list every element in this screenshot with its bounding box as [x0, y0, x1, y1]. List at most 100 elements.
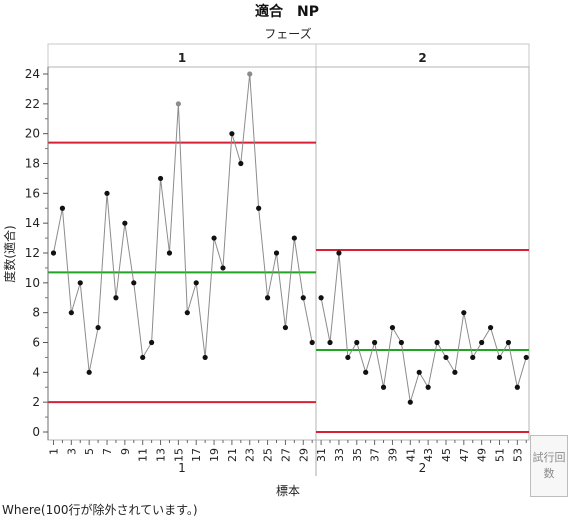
x-tick-label-31: 31 — [315, 448, 328, 462]
phase-axis-label-1: 1 — [178, 461, 186, 475]
x-tick-label-21: 21 — [226, 448, 239, 462]
x-tick-label-13: 13 — [155, 448, 168, 462]
data-point-2 — [59, 205, 66, 211]
data-point-36 — [363, 369, 369, 375]
data-point-54 — [523, 354, 529, 361]
y-tick-label-24: 24 — [25, 67, 40, 81]
x-tick-label-15: 15 — [172, 448, 185, 462]
y-tick-label-18: 18 — [25, 157, 40, 171]
data-point-22 — [238, 160, 244, 167]
data-point-37 — [372, 339, 378, 346]
x-tick-label-27: 27 — [279, 448, 292, 462]
x-tick-label-19: 19 — [208, 448, 221, 462]
data-point-45 — [443, 354, 449, 361]
data-point-16 — [184, 310, 190, 316]
data-point-29 — [300, 295, 306, 301]
y-tick-label-14: 14 — [25, 216, 40, 230]
data-point-6 — [95, 324, 101, 331]
x-tick-label-51: 51 — [494, 448, 507, 462]
data-point-43 — [425, 384, 431, 390]
data-point-41 — [407, 399, 413, 405]
data-point-20 — [220, 265, 226, 271]
x-tick-label-47: 47 — [458, 448, 471, 462]
x-tick-label-37: 37 — [369, 448, 382, 462]
data-point-44 — [434, 339, 440, 346]
data-point-13 — [157, 175, 164, 182]
x-tick-label-49: 49 — [476, 448, 489, 462]
x-tick-label-23: 23 — [244, 448, 257, 462]
data-point-40 — [398, 339, 404, 346]
data-point-14 — [166, 250, 173, 256]
phase-axis-label-2: 2 — [419, 461, 427, 475]
data-point-8 — [113, 295, 119, 301]
y-axis-label: 度数(適合) — [2, 225, 17, 282]
x-tick-label-33: 33 — [333, 448, 346, 462]
x-tick-label-43: 43 — [422, 448, 435, 462]
y-tick-label-20: 20 — [25, 127, 40, 141]
x-axis-label: 標本 — [276, 484, 300, 498]
data-point-19 — [211, 235, 217, 241]
trial-count-label-line2: 数 — [543, 467, 555, 480]
data-point-4 — [77, 280, 83, 286]
y-tick-label-12: 12 — [25, 246, 40, 260]
data-point-30 — [309, 339, 315, 346]
phase-header-label-2: 2 — [418, 51, 426, 65]
data-point-24 — [256, 205, 262, 211]
phase-header-label-1: 1 — [178, 51, 186, 65]
data-point-39 — [389, 324, 396, 331]
x-tick-label-53: 53 — [511, 448, 524, 462]
data-point-46 — [452, 369, 458, 375]
data-point-15 — [175, 101, 181, 107]
x-tick-label-41: 41 — [404, 448, 417, 462]
data-point-49 — [479, 339, 485, 346]
phase-axis-label: フェーズ — [264, 26, 311, 41]
data-point-47 — [461, 310, 467, 316]
data-point-32 — [327, 339, 333, 346]
data-point-9 — [122, 220, 128, 226]
y-tick-label-2: 2 — [32, 395, 40, 409]
phase-1-series-line — [53, 73, 313, 373]
x-tick-label-17: 17 — [190, 448, 203, 462]
trial-count-label-line1: 試行回 — [532, 451, 566, 464]
data-point-5 — [86, 369, 92, 375]
data-point-33 — [336, 250, 342, 256]
data-point-23 — [247, 71, 253, 77]
x-tick-label-11: 11 — [137, 448, 150, 462]
data-point-35 — [354, 339, 360, 346]
data-point-52 — [505, 339, 512, 346]
x-tick-label-1: 1 — [48, 448, 61, 455]
y-tick-label-4: 4 — [32, 365, 40, 379]
trial-count-button[interactable]: 試行回 数 — [530, 435, 568, 497]
x-tick-label-5: 5 — [83, 448, 96, 455]
data-point-48 — [470, 354, 476, 361]
data-point-21 — [229, 131, 235, 137]
data-point-34 — [345, 354, 351, 361]
data-point-1 — [50, 250, 57, 256]
data-point-31 — [318, 295, 324, 301]
data-point-10 — [131, 280, 137, 286]
data-point-7 — [104, 190, 110, 196]
data-point-38 — [380, 384, 387, 390]
data-point-25 — [264, 295, 271, 301]
y-tick-label-6: 6 — [32, 336, 40, 350]
data-point-28 — [291, 235, 297, 241]
x-tick-label-45: 45 — [440, 448, 453, 462]
data-point-51 — [496, 354, 503, 361]
x-tick-label-9: 9 — [119, 448, 132, 455]
y-tick-label-0: 0 — [32, 425, 40, 439]
y-tick-label-8: 8 — [32, 306, 40, 320]
data-point-12 — [149, 339, 155, 346]
phase-panel-2 — [315, 66, 530, 441]
x-tick-label-25: 25 — [262, 448, 275, 462]
x-tick-label-29: 29 — [297, 448, 310, 462]
data-point-17 — [193, 280, 199, 286]
data-point-11 — [140, 354, 146, 361]
chart-title: 適合 NP — [255, 3, 319, 20]
x-tick-label-39: 39 — [386, 448, 399, 462]
x-tick-label-3: 3 — [65, 448, 78, 455]
data-point-18 — [202, 354, 208, 361]
y-tick-label-10: 10 — [25, 276, 40, 290]
where-filter-note: Where(100行が除外されています。) — [2, 503, 198, 517]
x-tick-label-35: 35 — [351, 448, 364, 462]
